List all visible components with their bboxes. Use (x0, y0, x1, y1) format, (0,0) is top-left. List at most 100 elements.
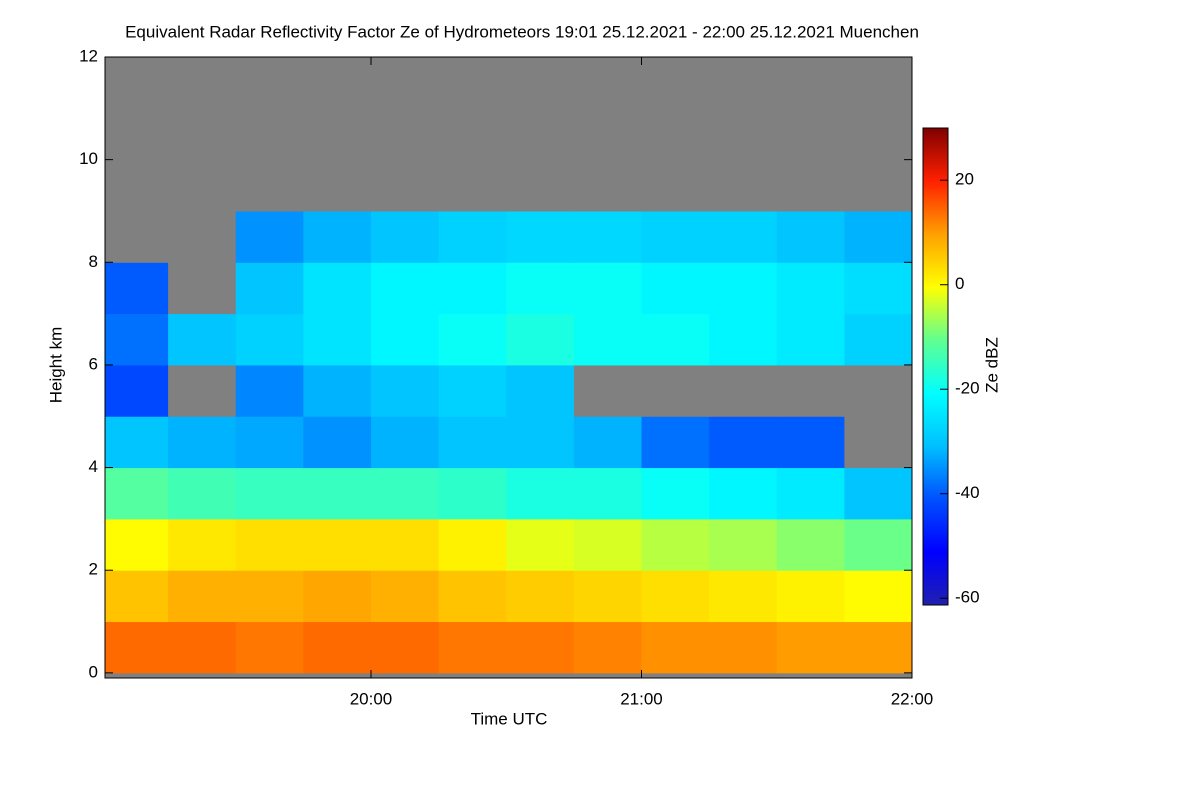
heatmap-cell (844, 57, 913, 109)
heatmap-cell (168, 313, 237, 366)
heatmap-cell (709, 159, 778, 212)
heatmap-cell (709, 313, 778, 366)
colorbar-tick-label: -40 (955, 483, 980, 502)
heatmap-cell (506, 621, 575, 674)
heatmap-cell (370, 570, 440, 623)
heatmap-cell (303, 57, 372, 109)
heatmap-cell (641, 108, 710, 161)
heatmap-cell (168, 57, 237, 109)
plot-frame (104, 56, 913, 679)
heatmap-cell (844, 416, 913, 469)
heatmap-cell (506, 364, 575, 417)
heatmap-cell (709, 416, 778, 469)
x-tick-label: 21:00 (620, 689, 663, 708)
heatmap-cell (844, 621, 913, 674)
heatmap-cell (438, 467, 507, 520)
heatmap-cell (844, 570, 913, 623)
heatmap-cell (709, 108, 778, 161)
heatmap-cell (776, 57, 845, 109)
heatmap-cell (105, 364, 169, 417)
heatmap-cell (776, 108, 845, 161)
heatmap-cell (438, 416, 507, 469)
heatmap-cell (105, 57, 169, 109)
heatmap-cell (370, 159, 440, 212)
heatmap-cell (303, 621, 372, 674)
x-tick-label: 22:00 (891, 689, 934, 708)
heatmap-cell (506, 416, 575, 469)
heatmap-cell (776, 210, 845, 263)
heatmap-cell (641, 159, 710, 212)
heatmap-cell (438, 313, 507, 366)
heatmap-cell (709, 518, 778, 571)
heatmap-cell (303, 159, 372, 212)
heatmap-cell (573, 364, 642, 417)
heatmap-cell (303, 313, 372, 366)
heatmap-cell (235, 621, 304, 674)
heatmap-cell (370, 313, 440, 366)
heatmap-cell (844, 210, 913, 263)
heatmap-cell (438, 518, 507, 571)
heatmap-cell (370, 467, 440, 520)
heatmap-cell (235, 364, 304, 417)
heatmap-cell (844, 313, 913, 366)
heatmap-cell (105, 621, 169, 674)
colorbar-tick-label: 20 (955, 170, 974, 189)
heatmap-cell (709, 570, 778, 623)
heatmap-cell (641, 313, 710, 366)
heatmap-cell (506, 313, 575, 366)
heatmap-cell (776, 518, 845, 571)
heatmap-cell (844, 262, 913, 315)
heatmap-cell (573, 621, 642, 674)
heatmap-cell (370, 416, 440, 469)
heatmap-cell (168, 262, 237, 315)
heatmap-cell (506, 108, 575, 161)
heatmap-cell (303, 518, 372, 571)
heatmap-cell (235, 57, 304, 109)
heatmap-cell (506, 57, 575, 109)
heatmap-cell (303, 416, 372, 469)
heatmap-cell (105, 467, 169, 520)
heatmap-cell (303, 108, 372, 161)
heatmap-cell (303, 570, 372, 623)
heatmap-cell (235, 108, 304, 161)
heatmap-cell (573, 416, 642, 469)
heatmap-cell (641, 570, 710, 623)
heatmap-cell (168, 518, 237, 571)
y-tick-label: 2 (89, 560, 98, 579)
heatmap-cell (573, 262, 642, 315)
colorbar-tick-label: -20 (955, 379, 980, 398)
y-tick-label: 6 (89, 354, 98, 373)
heatmap-cell (105, 570, 169, 623)
heatmap-cell (709, 364, 778, 417)
heatmap-cell (168, 467, 237, 520)
heatmap (105, 57, 913, 678)
heatmap-cell (709, 262, 778, 315)
heatmap-cell (438, 262, 507, 315)
heatmap-cell (168, 416, 237, 469)
heatmap-cell (370, 621, 440, 674)
heatmap-cell (776, 621, 845, 674)
heatmap-cell (506, 570, 575, 623)
heatmap-cell (168, 570, 237, 623)
heatmap-cell (438, 159, 507, 212)
heatmap-cell (168, 159, 237, 212)
colorbar-label: Ze dBZ (982, 337, 1001, 393)
heatmap-cell (776, 262, 845, 315)
colorbar-tick-label: -60 (955, 588, 980, 607)
heatmap-cell (641, 518, 710, 571)
heatmap-cell (438, 108, 507, 161)
heatmap-cell (506, 262, 575, 315)
heatmap-cell (235, 313, 304, 366)
heatmap-cell (303, 262, 372, 315)
heatmap-cell (776, 364, 845, 417)
heatmap-cell (573, 108, 642, 161)
heatmap-cell (641, 364, 710, 417)
chart-title: Equivalent Radar Reflectivity Factor Ze … (125, 22, 919, 41)
heatmap-cell (709, 210, 778, 263)
heatmap-cell (573, 210, 642, 263)
heatmap-cell (844, 108, 913, 161)
heatmap-cell (105, 313, 169, 366)
heatmap-cell (303, 210, 372, 263)
x-tick-label: 20:00 (350, 689, 393, 708)
heatmap-cell (105, 108, 169, 161)
